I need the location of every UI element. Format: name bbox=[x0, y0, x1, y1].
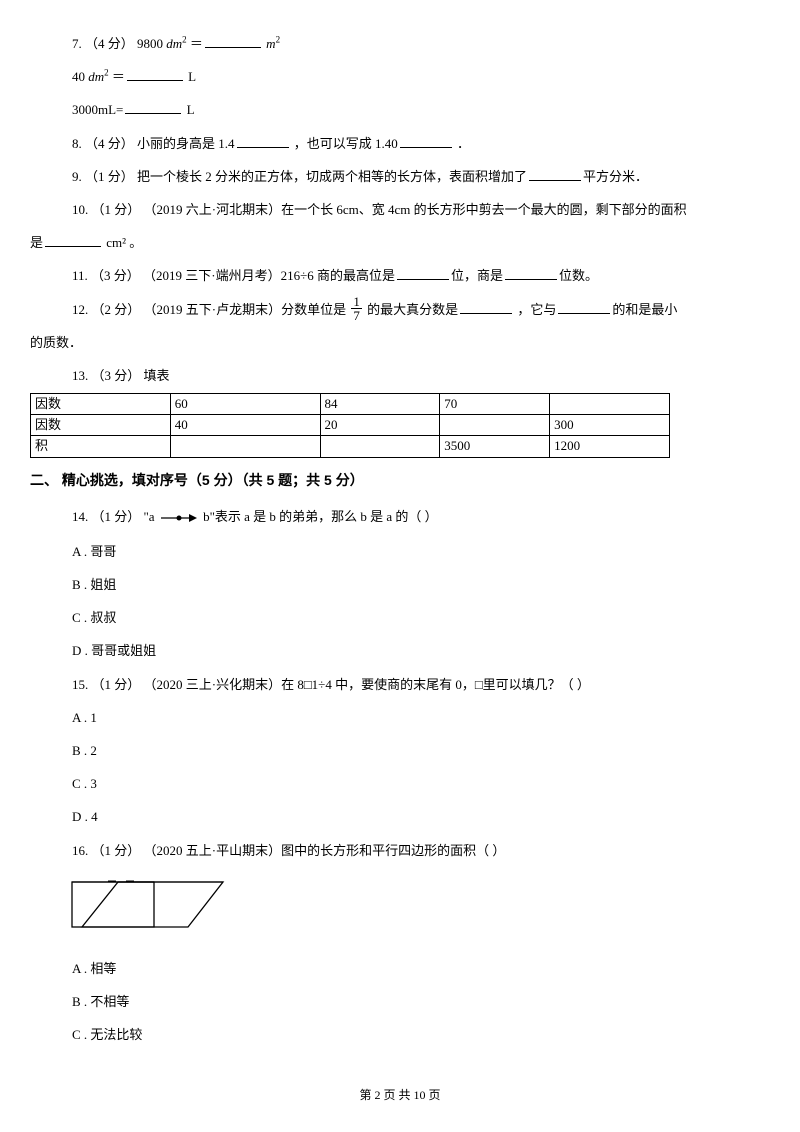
section-2-heading: 二、 精心挑选，填对序号（5 分）（共 5 题；共 5 分） bbox=[30, 464, 770, 498]
cell: 因数 bbox=[31, 415, 171, 436]
cell: 84 bbox=[320, 394, 440, 415]
q9: 9. （1 分） 把一个棱长 2 分米的正方体，切成两个相等的长方体，表面积增加… bbox=[30, 161, 770, 192]
blank[interactable] bbox=[460, 300, 512, 314]
q8: 8. （4 分） 小丽的身高是 1.4 ，也可以写成 1.40 ． bbox=[30, 128, 770, 159]
cell: 因数 bbox=[31, 394, 171, 415]
blank[interactable] bbox=[397, 266, 449, 280]
page-footer: 第 2 页 共 10 页 bbox=[0, 1081, 800, 1110]
q15: 15. （1 分） （2020 三上·兴化期末）在 8□1÷4 中，要使商的末尾… bbox=[30, 669, 770, 700]
blank[interactable] bbox=[558, 300, 610, 314]
cell[interactable] bbox=[440, 415, 550, 436]
q10-line2: 是 cm² 。 bbox=[30, 227, 770, 258]
cell: 1200 bbox=[550, 436, 670, 457]
q15-opt-b[interactable]: B . 2 bbox=[30, 735, 770, 766]
q15-opt-a[interactable]: A . 1 bbox=[30, 702, 770, 733]
blank[interactable] bbox=[205, 34, 261, 48]
blank[interactable] bbox=[400, 134, 452, 148]
q12-line1: 12. （2 分） （2019 五下·卢龙期末）分数单位是 17 的最大真分数是… bbox=[30, 294, 770, 325]
q7-line3: 3000mL= L bbox=[30, 94, 770, 125]
blank[interactable] bbox=[45, 233, 101, 247]
q14-opt-a[interactable]: A . 哥哥 bbox=[30, 536, 770, 567]
q16-opt-a[interactable]: A . 相等 bbox=[30, 953, 770, 984]
cell: 3500 bbox=[440, 436, 550, 457]
q7-line2: 40 dm2 ＝ L bbox=[30, 61, 770, 92]
q14-opt-d[interactable]: D . 哥哥或姐姐 bbox=[30, 635, 770, 666]
q10-line1: 10. （1 分） （2019 六上·河北期末）在一个长 6cm、宽 4cm 的… bbox=[30, 194, 770, 225]
factor-table: 因数 60 84 70 因数 40 20 300 积 3500 1200 bbox=[30, 393, 670, 458]
blank[interactable] bbox=[237, 134, 289, 148]
q16-opt-b[interactable]: B . 不相等 bbox=[30, 986, 770, 1017]
q14-opt-c[interactable]: C . 叔叔 bbox=[30, 602, 770, 633]
q7-line1: 7. （4 分） 9800 dm2 ＝ m2 bbox=[30, 28, 770, 59]
q14: 14. （1 分） "a b"表示 a 是 b 的弟弟，那么 b 是 a 的（ … bbox=[30, 501, 770, 534]
cell: 40 bbox=[170, 415, 320, 436]
cell: 20 bbox=[320, 415, 440, 436]
blank[interactable] bbox=[127, 67, 183, 81]
cell: 300 bbox=[550, 415, 670, 436]
q11: 11. （3 分） （2019 三下·端州月考）216÷6 商的最高位是位，商是… bbox=[30, 260, 770, 291]
cell[interactable] bbox=[170, 436, 320, 457]
q15-opt-c[interactable]: C . 3 bbox=[30, 768, 770, 799]
fraction: 17 bbox=[351, 295, 362, 322]
q15-opt-d[interactable]: D . 4 bbox=[30, 801, 770, 832]
cell: 70 bbox=[440, 394, 550, 415]
blank[interactable] bbox=[505, 266, 557, 280]
cell[interactable] bbox=[550, 394, 670, 415]
q14-opt-b[interactable]: B . 姐姐 bbox=[30, 569, 770, 600]
q16: 16. （1 分） （2020 五上·平山期末）图中的长方形和平行四边形的面积（… bbox=[30, 835, 770, 866]
blank[interactable] bbox=[125, 100, 181, 114]
q13: 13. （3 分） 填表 bbox=[30, 360, 770, 391]
table-row: 因数 40 20 300 bbox=[31, 415, 670, 436]
table-row: 因数 60 84 70 bbox=[31, 394, 670, 415]
blank[interactable] bbox=[529, 167, 581, 181]
cell[interactable] bbox=[320, 436, 440, 457]
q12-line2: 的质数． bbox=[30, 327, 770, 358]
cell: 60 bbox=[170, 394, 320, 415]
arrow-icon bbox=[161, 503, 197, 534]
q16-diagram bbox=[58, 872, 770, 943]
table-row: 积 3500 1200 bbox=[31, 436, 670, 457]
q16-opt-c[interactable]: C . 无法比较 bbox=[30, 1019, 770, 1050]
cell: 积 bbox=[31, 436, 171, 457]
